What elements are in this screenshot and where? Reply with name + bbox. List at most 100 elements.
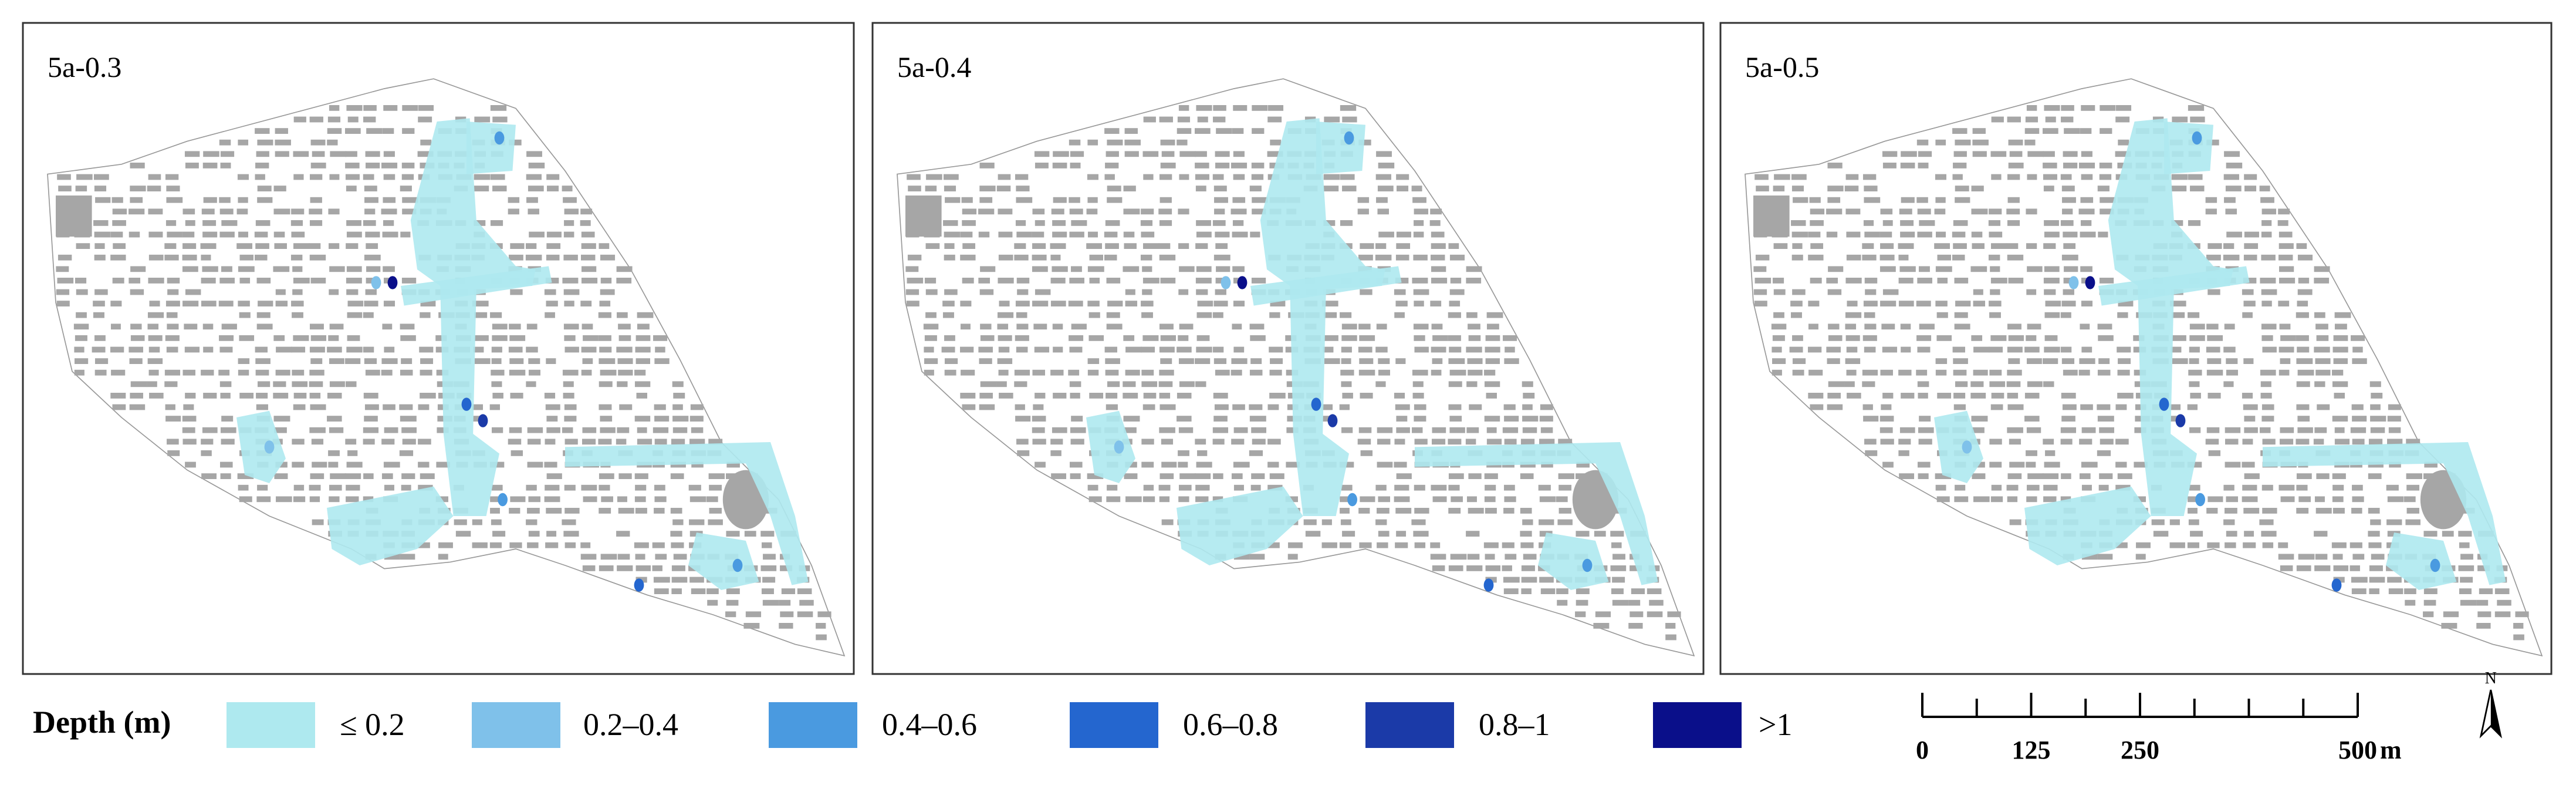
building [564,346,579,353]
building [2243,508,2260,514]
building [960,323,971,330]
building [383,151,395,157]
building [2098,335,2114,341]
building [1414,404,1426,410]
building [1485,565,1501,571]
building [1845,278,1862,284]
building [329,358,344,364]
building [1431,369,1442,376]
building [327,139,338,146]
building [182,266,198,272]
building [1321,404,1333,410]
building [654,358,670,364]
building [781,588,796,594]
building [2115,151,2131,157]
building [1898,254,1909,261]
building [997,312,1014,318]
building [1756,186,1769,191]
building [1772,278,1784,284]
building [655,346,665,353]
building [1879,427,1893,433]
building [490,312,502,318]
building [2226,163,2243,168]
building [1847,393,1861,399]
building [616,278,632,284]
building [1792,335,1803,341]
legend-label: ≤ 0.2 [340,707,405,742]
building [1901,197,1915,203]
building [563,254,578,261]
building [944,231,960,238]
building [1990,335,2007,341]
building [1052,231,1067,238]
building [2261,289,2277,295]
building [1502,565,1512,571]
building [56,266,69,272]
building [2261,531,2277,537]
building [726,531,740,537]
building [1339,404,1350,410]
building [1160,278,1176,284]
legend-swatch [1365,702,1454,748]
building [1269,312,1280,318]
building [346,346,363,353]
building [1216,266,1230,272]
building [908,186,921,191]
building [363,473,374,479]
building [1792,243,1803,249]
building [220,151,235,157]
building [925,312,937,318]
building [273,266,290,272]
building [637,323,650,330]
building [1161,439,1174,445]
building [257,381,271,387]
building [95,197,111,203]
building [2026,243,2037,249]
building [1195,174,1209,180]
building [184,323,198,330]
building [634,473,648,479]
building [526,243,537,249]
building [1898,243,1914,249]
building [1953,220,1968,226]
building [581,278,598,284]
building [346,243,359,249]
building [129,208,145,215]
building [1845,358,1861,364]
building [581,346,597,353]
building [364,301,378,306]
building [1431,346,1446,353]
building [76,289,88,295]
building [2261,484,2273,491]
building [1395,301,1408,306]
building [2244,174,2257,180]
building [364,416,378,422]
building [2225,439,2239,445]
building [1032,369,1045,376]
building [2080,323,2090,330]
building [1249,450,1263,456]
building [492,116,508,123]
building [1917,231,1932,238]
building [255,128,270,134]
building [1177,139,1188,146]
building [653,335,668,341]
building [1503,404,1516,410]
building [2297,346,2310,353]
building [924,369,934,376]
building [2314,381,2325,387]
building [76,243,90,249]
building [1050,278,1066,284]
building [2206,508,2218,514]
building [1971,416,1988,422]
building [962,278,974,284]
building [2243,278,2257,284]
building [1485,554,1495,560]
building [1160,139,1175,146]
building [1522,381,1533,387]
building [2223,381,2234,387]
building [1213,358,1227,364]
building [1375,519,1387,525]
building [2043,243,2056,249]
building [185,461,196,468]
